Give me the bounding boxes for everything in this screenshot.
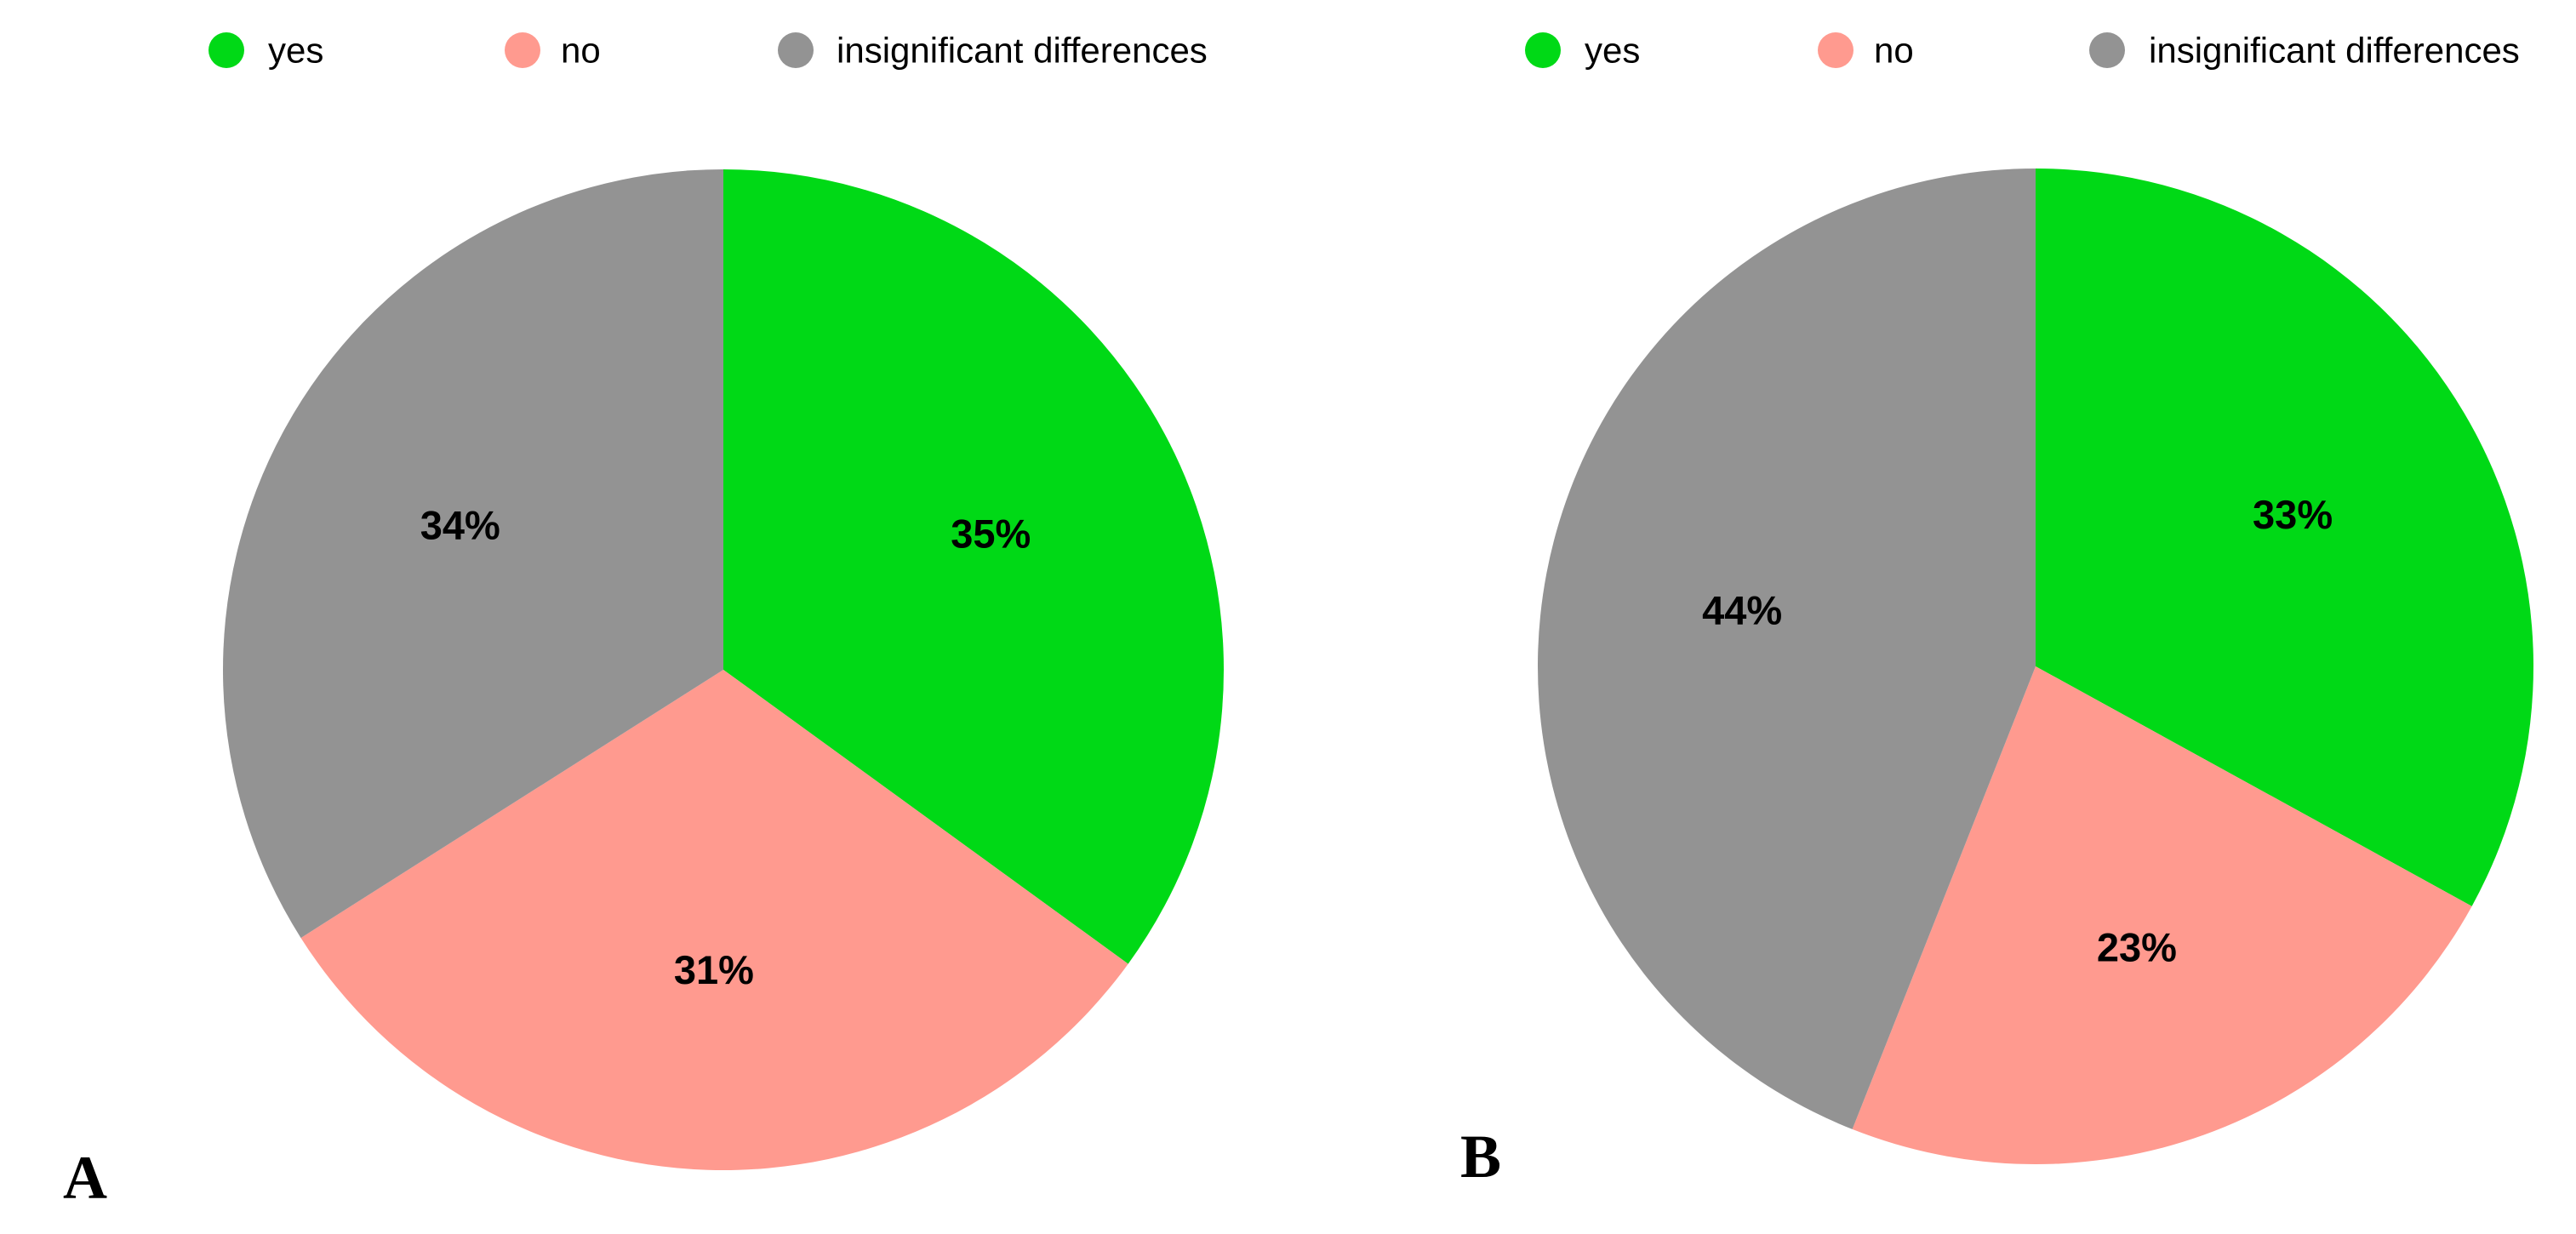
legend-item-b-1: no: [1818, 31, 1914, 71]
panel-letter-a: A: [63, 1144, 107, 1212]
legend-item-a-0: yes: [208, 31, 323, 71]
slice-label-b-1: 23%: [2097, 925, 2177, 970]
legend-swatch-b-2: [2089, 32, 2125, 68]
legend-label-b-0: yes: [1585, 31, 1640, 71]
slice-label-b-0: 33%: [2253, 492, 2333, 537]
legend-a: yes no insignificant differences: [208, 31, 1208, 71]
slice-a-2: [223, 169, 724, 939]
legend-label-a-0: yes: [268, 31, 323, 71]
slice-label-a-1: 31%: [674, 947, 754, 992]
pie-a: 35% 31% 34%: [223, 169, 1224, 1170]
slice-a-1: [300, 670, 1128, 1170]
panel-letter-b: B: [1460, 1123, 1501, 1191]
slice-label-a-2: 34%: [420, 503, 500, 548]
slice-b-1: [1852, 666, 2472, 1165]
legend-label-a-2: insignificant differences: [837, 31, 1208, 71]
legend-item-b-2: insignificant differences: [2089, 31, 2520, 71]
panel-b: yes no insignificant differences 33% 23%…: [1460, 31, 2534, 1191]
slice-b-2: [1538, 169, 2036, 1129]
legend-label-b-1: no: [1874, 31, 1914, 71]
slice-b-0: [2036, 169, 2534, 906]
legend-swatch-a-0: [208, 32, 244, 68]
legend-item-b-0: yes: [1525, 31, 1640, 71]
slice-a-0: [723, 169, 1224, 964]
legend-swatch-a-2: [778, 32, 814, 68]
legend-label-a-1: no: [561, 31, 601, 71]
slice-label-b-2: 44%: [1702, 588, 1782, 633]
slice-label-a-0: 35%: [951, 511, 1031, 556]
legend-b: yes no insignificant differences: [1525, 31, 2520, 71]
legend-swatch-b-1: [1818, 32, 1853, 68]
legend-swatch-a-1: [505, 32, 540, 68]
legend-item-a-2: insignificant differences: [778, 31, 1208, 71]
legend-item-a-1: no: [505, 31, 601, 71]
legend-label-b-2: insignificant differences: [2149, 31, 2520, 71]
legend-swatch-b-0: [1525, 32, 1561, 68]
panel-a: yes no insignificant differences 35% 31%…: [63, 31, 1224, 1212]
pie-b: 33% 23% 44%: [1538, 169, 2534, 1165]
